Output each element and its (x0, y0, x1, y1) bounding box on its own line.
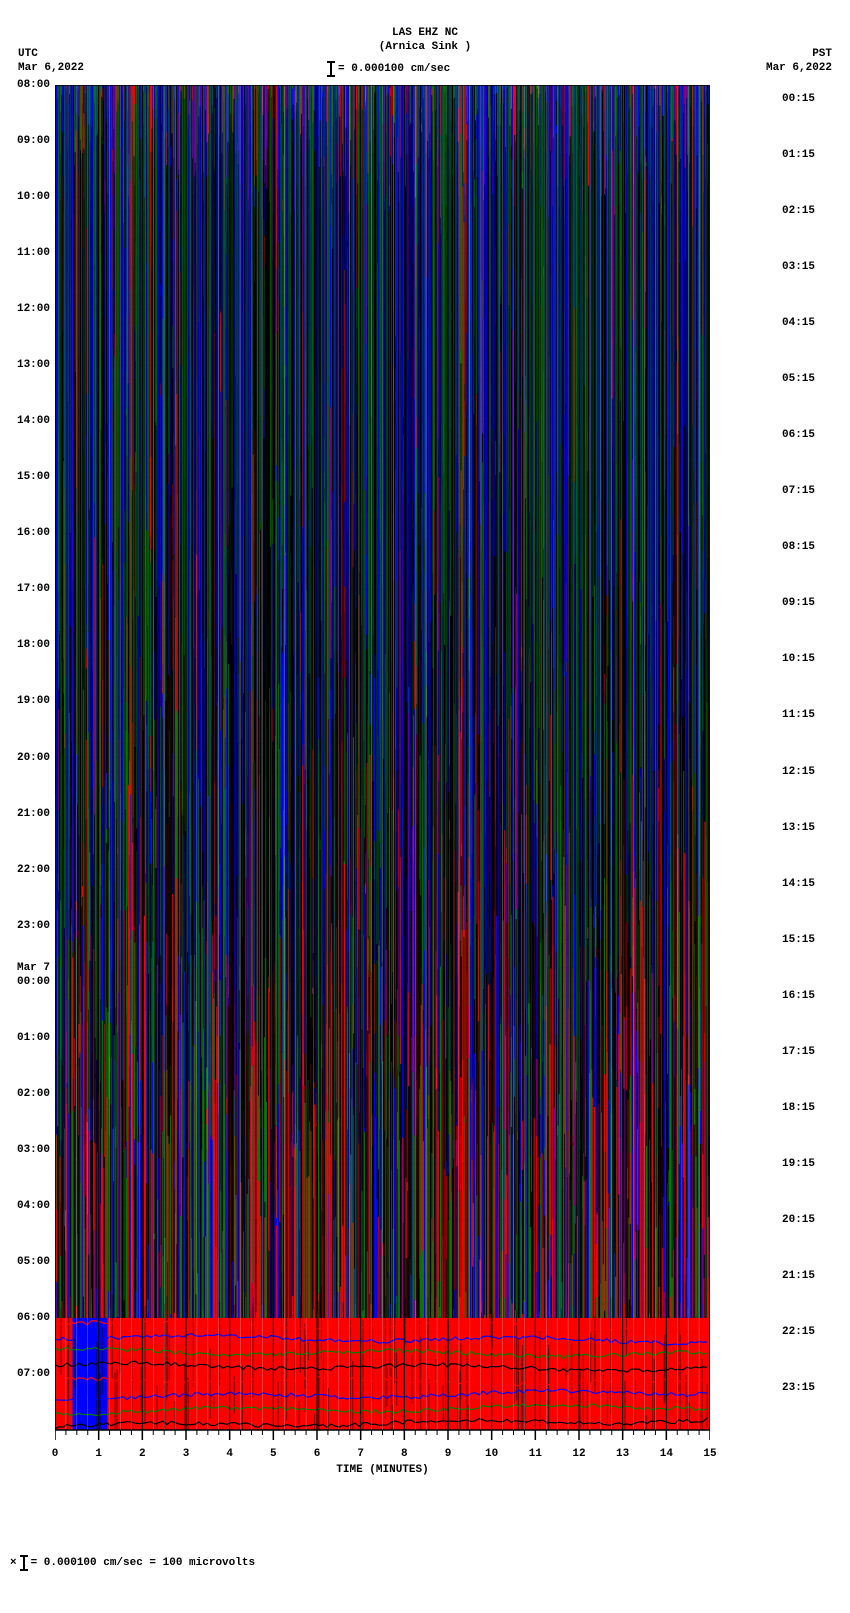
y-right-label: 05:15 (782, 373, 832, 385)
y-left-label: 16:00 (0, 527, 50, 539)
y-left-label: 10:00 (0, 191, 50, 203)
y-right-label: 22:15 (782, 1326, 832, 1338)
x-tick-label: 8 (401, 1448, 408, 1460)
y-left-label: 11:00 (0, 247, 50, 259)
y-right-label: 06:15 (782, 429, 832, 441)
y-left-label: 03:00 (0, 1144, 50, 1156)
x-tick-label: 14 (660, 1448, 673, 1460)
y-left-label: 02:00 (0, 1088, 50, 1100)
scale-label: = 0.000100 cm/sec (338, 63, 450, 75)
x-tick-label: 4 (226, 1448, 233, 1460)
x-tick-label: 3 (183, 1448, 190, 1460)
y-left-label: 00:00 (0, 976, 50, 988)
y-left-label: 19:00 (0, 695, 50, 707)
y-left-label: 14:00 (0, 415, 50, 427)
y-right-label: 07:15 (782, 485, 832, 497)
station-subtitle: (Arnica Sink ) (379, 41, 471, 53)
y-right-label: 11:15 (782, 709, 832, 721)
y-left-label: 18:00 (0, 639, 50, 651)
x-tick-label: 9 (445, 1448, 452, 1460)
x-tick-label: 11 (529, 1448, 542, 1460)
y-right-label: 00:15 (782, 93, 832, 105)
y-right-label: 08:15 (782, 541, 832, 553)
y-left-label: 20:00 (0, 752, 50, 764)
scale-indicator: = 0.000100 cm/sec (330, 62, 450, 76)
y-right-label: 20:15 (782, 1214, 832, 1226)
y-left-label: 12:00 (0, 303, 50, 315)
x-tick-label: 12 (572, 1448, 585, 1460)
y-right-label: 18:15 (782, 1102, 832, 1114)
y-right-label: 12:15 (782, 766, 832, 778)
x-tick-label: 6 (314, 1448, 321, 1460)
y-right-label: 17:15 (782, 1046, 832, 1058)
y-right-label: 04:15 (782, 317, 832, 329)
y-right-label: 03:15 (782, 261, 832, 273)
scale-bar-icon (23, 1556, 25, 1570)
y-left-label: 17:00 (0, 583, 50, 595)
x-tick-label: 7 (357, 1448, 364, 1460)
x-tick-label: 15 (703, 1448, 716, 1460)
y-left-label: 01:00 (0, 1032, 50, 1044)
y-right-label: 19:15 (782, 1158, 832, 1170)
y-left-label: 23:00 (0, 920, 50, 932)
y-left-label: 07:00 (0, 1368, 50, 1380)
footer-text: = 0.000100 cm/sec = 100 microvolts (31, 1557, 255, 1569)
x-tick-label: 1 (95, 1448, 102, 1460)
y-right-label: 21:15 (782, 1270, 832, 1282)
x-tick-label: 13 (616, 1448, 629, 1460)
scale-bar-icon (330, 62, 332, 76)
y-left-label: 21:00 (0, 808, 50, 820)
y-right-label: 02:15 (782, 205, 832, 217)
y-left-label: 06:00 (0, 1312, 50, 1324)
y-right-label: 13:15 (782, 822, 832, 834)
date-right-label: Mar 6,2022 (766, 62, 832, 74)
y-right-label: 10:15 (782, 653, 832, 665)
y-left-label: 09:00 (0, 135, 50, 147)
x-axis: 0123456789101112131415 TIME (MINUTES) (55, 1430, 710, 1480)
y-right-label: 14:15 (782, 878, 832, 890)
seismogram-container: LAS EHZ NC (Arnica Sink ) = 0.000100 cm/… (0, 0, 850, 1613)
x-tick-label: 2 (139, 1448, 146, 1460)
x-axis-ticks (55, 1430, 710, 1448)
y-right-label: 16:15 (782, 990, 832, 1002)
date-left-label: Mar 6,2022 (18, 62, 84, 74)
chart-header: LAS EHZ NC (Arnica Sink ) = 0.000100 cm/… (0, 0, 850, 85)
y-right-label: 09:15 (782, 597, 832, 609)
x-tick-label: 5 (270, 1448, 277, 1460)
y-left-label: 13:00 (0, 359, 50, 371)
tz-right-label: PST (812, 48, 832, 60)
y-left-label: 22:00 (0, 864, 50, 876)
station-title: LAS EHZ NC (392, 27, 458, 39)
y-left-label: 05:00 (0, 1256, 50, 1268)
y-left-label: 04:00 (0, 1200, 50, 1212)
y-right-label: 23:15 (782, 1382, 832, 1394)
y-left-label: 08:00 (0, 79, 50, 91)
y-right-label: 01:15 (782, 149, 832, 161)
chart-footer: × = 0.000100 cm/sec = 100 microvolts (10, 1556, 255, 1570)
seismogram-plot (55, 85, 710, 1430)
x-tick-label: 0 (52, 1448, 59, 1460)
x-axis-title: TIME (MINUTES) (336, 1464, 428, 1476)
y-right-label: 15:15 (782, 934, 832, 946)
tz-left-label: UTC (18, 48, 38, 60)
footer-mark: × (10, 1557, 17, 1569)
day-break-label: Mar 7 (0, 962, 50, 974)
y-left-label: 15:00 (0, 471, 50, 483)
x-tick-label: 10 (485, 1448, 498, 1460)
